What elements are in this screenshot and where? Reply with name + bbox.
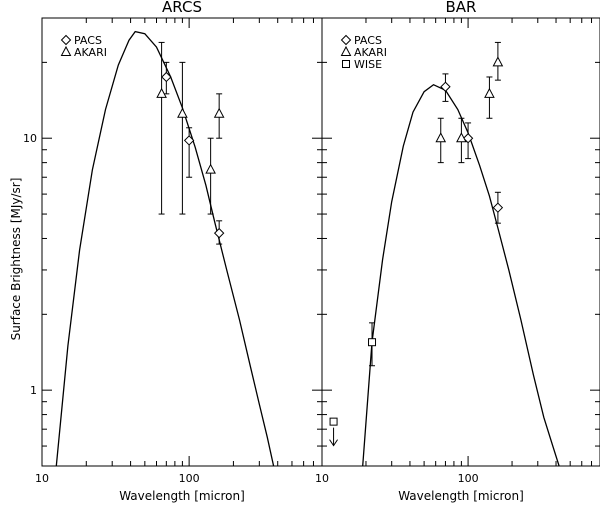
plot-frame	[321, 17, 600, 467]
triangle-marker	[484, 87, 495, 98]
model-curve	[362, 83, 560, 466]
y-axis-label: Surface Brightness [MJy/sr]	[9, 178, 23, 341]
square-marker	[329, 417, 338, 426]
legend-label: PACS	[354, 34, 382, 47]
diamond-marker	[60, 34, 72, 46]
x-axis-label: Wavelength [micron]	[119, 489, 245, 503]
diamond-marker	[462, 133, 474, 144]
chart-title: BAR	[446, 0, 477, 16]
triangle-marker	[340, 45, 352, 56]
legend-label: AKARI	[354, 46, 387, 59]
legend-label: WISE	[354, 58, 382, 71]
y-tick-label: 1	[30, 384, 37, 397]
triangle-marker	[492, 56, 504, 67]
legend-label: PACS	[74, 34, 102, 47]
x-tick-label: 10	[35, 472, 49, 485]
triangle-marker	[177, 107, 188, 118]
triangle-marker	[60, 45, 72, 56]
x-axis-label: Wavelength [micron]	[398, 489, 524, 503]
diamond-marker	[183, 135, 195, 146]
diamond-marker	[213, 227, 225, 239]
upper-limit-arrowhead	[329, 439, 338, 447]
diamond-marker	[440, 81, 451, 92]
triangle-marker	[213, 107, 225, 118]
square-marker	[368, 338, 377, 347]
triangle-marker	[435, 132, 447, 143]
square-marker	[342, 60, 350, 68]
y-tick-label: 10	[23, 132, 37, 145]
x-tick-label: 10	[315, 472, 329, 485]
x-tick-label: 100	[458, 472, 479, 485]
diamond-marker	[161, 71, 172, 83]
triangle-marker	[205, 163, 216, 174]
legend-label: AKARI	[74, 46, 107, 59]
x-tick-label: 100	[179, 472, 200, 485]
chart-title: ARCS	[162, 0, 202, 16]
diamond-marker	[340, 34, 352, 46]
triangle-marker	[156, 87, 167, 98]
triangle-marker	[456, 132, 467, 143]
diamond-marker	[492, 202, 504, 213]
